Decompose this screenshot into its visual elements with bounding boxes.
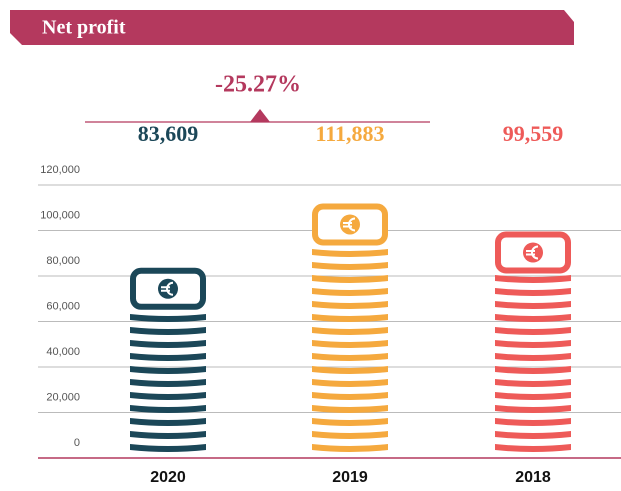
bill-stripe — [312, 353, 388, 361]
x-tick-label: 2018 — [515, 469, 551, 486]
bill-stripe — [312, 327, 388, 335]
y-tick-label: 20,000 — [46, 391, 80, 403]
title-band — [10, 10, 574, 45]
bill-stripe — [495, 340, 571, 348]
bill-stripe — [312, 275, 388, 283]
y-tick-label: 0 — [74, 437, 80, 449]
value-label: 83,609 — [138, 121, 199, 146]
bill-stripe — [312, 366, 388, 374]
euro-sign — [343, 217, 356, 232]
bill-stripe — [130, 366, 206, 374]
bill-stripe — [312, 405, 388, 413]
bill-stripe — [495, 444, 571, 452]
euro-sign — [161, 281, 174, 296]
y-tick-label: 120,000 — [40, 164, 80, 176]
bill-stack — [130, 267, 206, 452]
bill-stripe — [495, 301, 571, 309]
bill-stripe — [495, 392, 571, 400]
bill-stripe — [130, 444, 206, 452]
chart-title: Net profit — [42, 17, 126, 39]
bill-stripe — [130, 327, 206, 335]
bill-stripe — [312, 249, 388, 257]
bill-stripe — [495, 314, 571, 322]
bill-stripe — [130, 418, 206, 426]
x-tick-label: 2020 — [150, 469, 186, 486]
y-tick-label: 100,000 — [40, 209, 80, 221]
bill-stripe — [130, 405, 206, 413]
bill-stripe — [495, 379, 571, 387]
bill-stripe — [312, 379, 388, 387]
bill-stripe — [312, 314, 388, 322]
bill-stripe — [130, 392, 206, 400]
euro-sign — [526, 245, 539, 260]
bill-stripe — [495, 288, 571, 296]
bill-stripe — [130, 353, 206, 361]
x-tick-label: 2019 — [332, 469, 368, 486]
bill-stripe — [495, 275, 571, 283]
bill-stripe — [130, 314, 206, 322]
bill-stripe — [312, 444, 388, 452]
value-label: 99,559 — [503, 121, 564, 146]
bill-stripe — [495, 353, 571, 361]
bill-stripe — [495, 327, 571, 335]
y-tick-label: 80,000 — [46, 255, 80, 267]
y-tick-label: 40,000 — [46, 346, 80, 358]
bill-stripe — [495, 405, 571, 413]
y-tick-label: 60,000 — [46, 300, 80, 312]
bill-stripe — [130, 379, 206, 387]
bill-stripe — [130, 431, 206, 439]
bill-stripe — [495, 366, 571, 374]
bill-stripe — [312, 392, 388, 400]
bill-stripe — [312, 262, 388, 270]
bill-stripe — [312, 288, 388, 296]
bill-stripe — [312, 301, 388, 309]
bill-stripe — [312, 340, 388, 348]
bill-stripe — [495, 431, 571, 439]
change-annotation: -25.27% — [215, 72, 301, 98]
bill-stripe — [312, 431, 388, 439]
coin — [523, 242, 543, 263]
bill-stripe — [312, 418, 388, 426]
annotation-arrow — [250, 109, 270, 122]
bill-stack — [312, 203, 388, 452]
bill-stripe — [130, 340, 206, 348]
value-label: 111,883 — [315, 121, 384, 146]
bill-stripe — [495, 418, 571, 426]
bill-stack — [495, 231, 571, 452]
